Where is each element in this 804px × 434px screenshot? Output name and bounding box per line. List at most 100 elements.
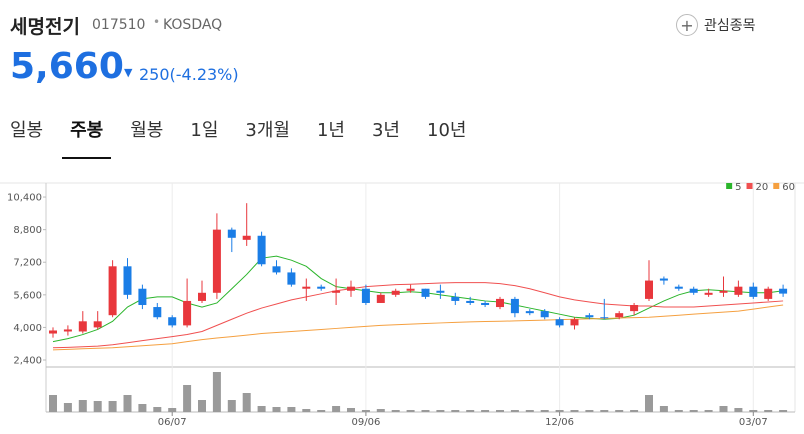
volume-bar: [645, 395, 653, 412]
candle-body: [168, 317, 177, 326]
candle-body: [570, 319, 579, 326]
volume-bar: [496, 410, 504, 412]
volume-bar: [183, 385, 192, 412]
candle-body: [704, 292, 713, 295]
watch-button[interactable]: + 관심종목: [676, 14, 756, 36]
y-tick-label: 5,600: [13, 290, 42, 301]
candle-body: [302, 286, 311, 289]
volume-bar: [466, 410, 475, 412]
candle-body: [183, 300, 192, 326]
volume-bar: [257, 406, 266, 412]
volume-bar: [600, 410, 609, 412]
x-tick-label: 09/06: [351, 417, 380, 428]
volume-bar: [242, 393, 251, 412]
volume-bar: [436, 410, 445, 412]
candle-body: [63, 329, 72, 332]
volume-bar: [674, 410, 683, 412]
volume-bar: [779, 410, 788, 412]
volume-bar: [93, 401, 102, 412]
price-change: 250(-4.23%): [139, 65, 239, 84]
candle-body: [645, 280, 653, 299]
candle-body: [659, 278, 668, 281]
candle-body: [719, 290, 728, 293]
candle-body: [93, 321, 102, 328]
candle-body: [451, 296, 460, 301]
y-tick-label: 4,000: [13, 323, 42, 334]
volume-bar: [153, 407, 162, 412]
candle-body: [600, 317, 609, 319]
candle-body: [585, 315, 594, 318]
market: KOSDAQ: [163, 17, 223, 33]
period-tab[interactable]: 일봉: [10, 120, 44, 141]
candle-body: [525, 311, 534, 314]
y-tick-label: 10,400: [7, 193, 42, 204]
volume-bar: [630, 410, 639, 412]
stock-code: 017510: [92, 17, 146, 33]
candle-body: [227, 229, 236, 238]
period-tab[interactable]: 주봉: [62, 116, 112, 160]
candle-body: [272, 266, 281, 273]
candle-body: [49, 330, 57, 334]
volume-bar: [481, 410, 490, 412]
legend-swatch: [773, 183, 780, 189]
volume-bar: [108, 401, 117, 412]
candle-body: [123, 266, 132, 295]
volume-bar: [764, 410, 773, 412]
candle-body: [347, 286, 355, 291]
volume-bar: [332, 406, 341, 412]
volume-bar: [212, 372, 221, 412]
ma-line: [52, 304, 784, 351]
volume-bar: [406, 410, 415, 412]
volume-bar: [287, 407, 296, 412]
period-tab[interactable]: 10년: [427, 120, 467, 141]
separator: •: [153, 15, 161, 29]
volume-bar: [391, 410, 400, 412]
volume-bar: [585, 410, 594, 412]
candle-body: [749, 286, 758, 297]
volume-bar: [704, 410, 713, 412]
volume-bar: [347, 408, 355, 412]
period-tabs: 일봉 주봉 월봉 1일 3개월 1년 3년 10년: [0, 116, 483, 160]
candle-body: [78, 321, 87, 332]
candle-body: [406, 288, 415, 291]
candle-body: [630, 305, 639, 312]
volume-bar: [227, 400, 236, 412]
volume-bar: [451, 410, 460, 412]
price: 5,660: [10, 46, 124, 87]
volume-bar: [421, 410, 430, 412]
candle-body: [615, 313, 624, 318]
y-tick-label: 7,200: [13, 258, 42, 269]
candle-body: [153, 307, 162, 318]
legend-label: 5: [735, 182, 741, 193]
volume-bar: [525, 410, 534, 412]
candle-body: [421, 288, 430, 297]
legend-label: 60: [782, 182, 795, 193]
volume-bar: [138, 404, 147, 412]
candle-body: [510, 298, 519, 314]
candle-body: [317, 286, 326, 289]
period-tab[interactable]: 월봉: [130, 120, 164, 141]
volume-bar: [168, 408, 177, 412]
candle-body: [287, 272, 296, 285]
volume-bar: [198, 400, 206, 412]
volume-bar: [749, 410, 758, 412]
x-tick-label: 06/07: [158, 417, 187, 428]
volume-bar: [719, 406, 728, 412]
volume-bar: [540, 410, 549, 412]
period-tab[interactable]: 3년: [371, 120, 400, 141]
volume-bar: [272, 407, 281, 412]
period-tab[interactable]: 1일: [190, 120, 219, 141]
volume-bar: [734, 408, 743, 412]
candle-body: [436, 290, 445, 293]
candle-body: [466, 300, 475, 303]
candle-body: [138, 288, 147, 306]
watch-label[interactable]: 관심종목: [704, 18, 756, 34]
candle-body: [540, 311, 549, 318]
period-tab[interactable]: 1년: [316, 120, 345, 141]
period-tab[interactable]: 3개월: [245, 120, 290, 141]
volume-bar: [510, 410, 519, 412]
volume-bar: [63, 403, 72, 412]
candle-body: [555, 319, 564, 326]
